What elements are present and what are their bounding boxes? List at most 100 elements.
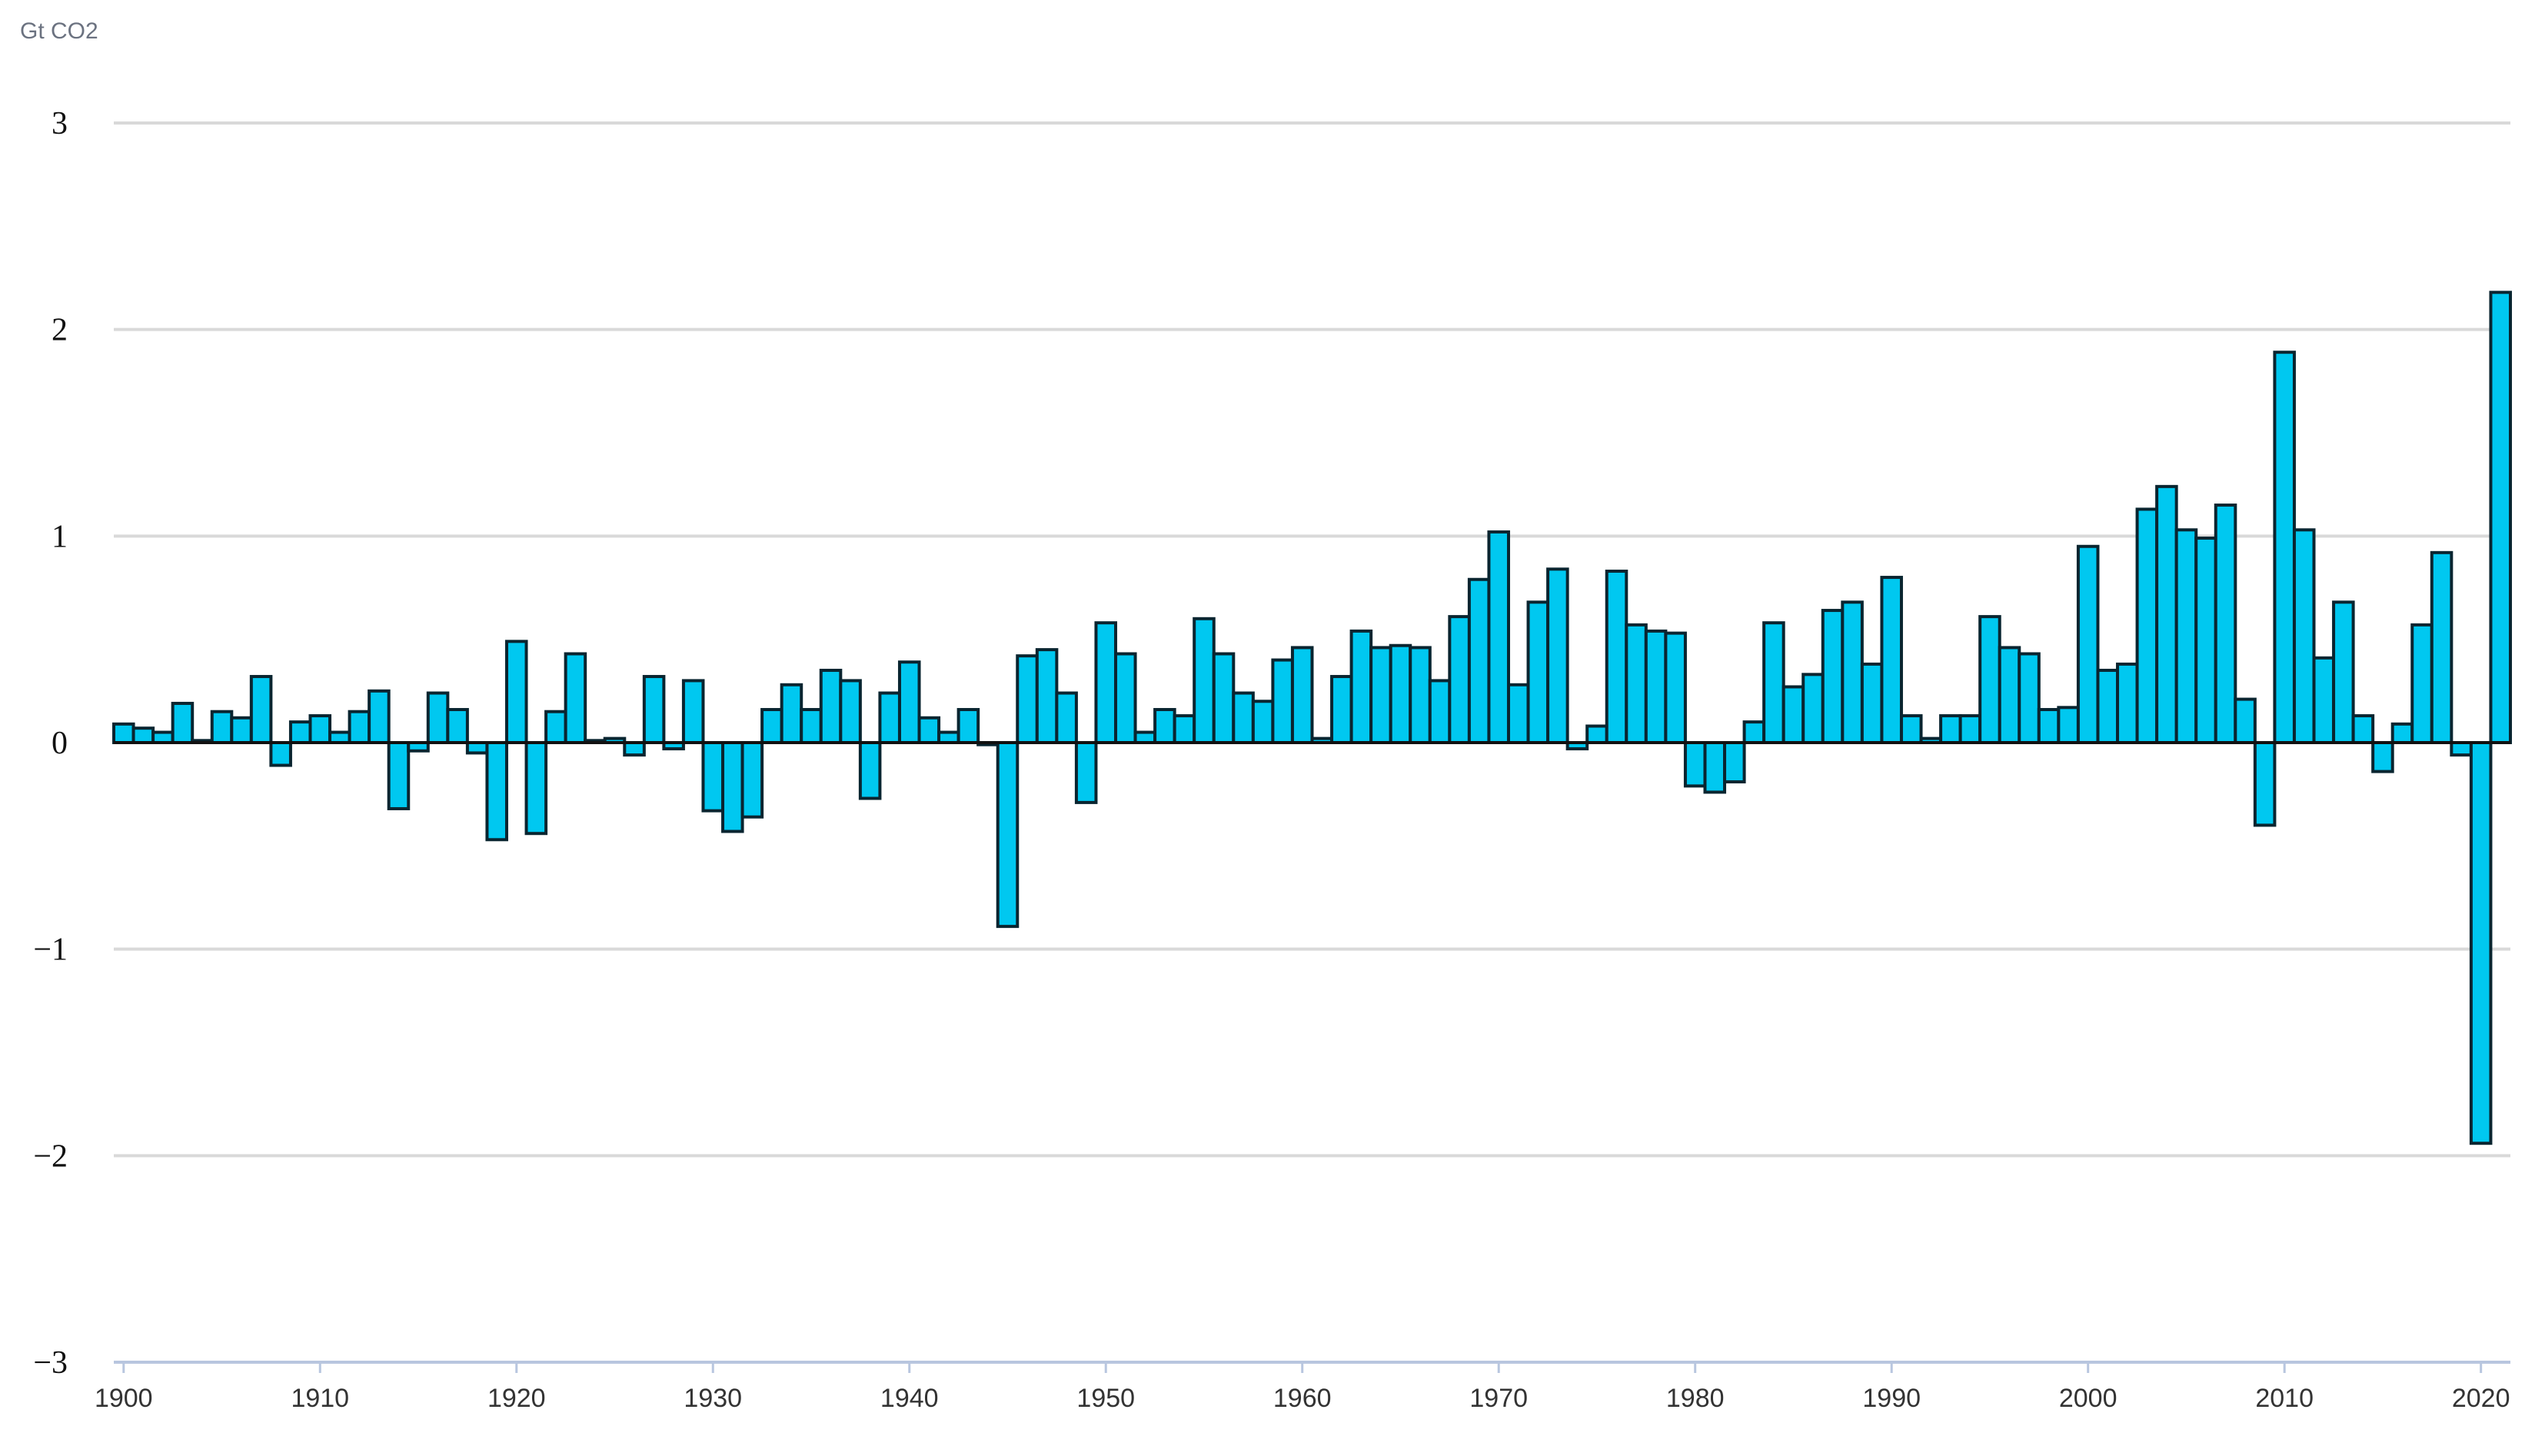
y-tick-label: −3: [33, 1345, 68, 1381]
bar: [1409, 646, 1432, 744]
bar: [1762, 621, 1785, 744]
x-tick-label: 1910: [291, 1384, 349, 1413]
x-tick-label: 1970: [1469, 1384, 1528, 1413]
bar: [465, 741, 489, 755]
x-tick-label: 1980: [1666, 1384, 1725, 1413]
bar: [2292, 528, 2316, 744]
bar: [1173, 714, 1196, 744]
bar: [858, 741, 882, 800]
bar: [2489, 291, 2513, 745]
bar: [230, 716, 253, 745]
bar: [1506, 683, 1530, 744]
bar: [1074, 741, 1098, 804]
x-tick-label: 1930: [684, 1384, 742, 1413]
bar: [2214, 504, 2237, 744]
bar: [1193, 617, 1216, 744]
bar: [956, 708, 980, 744]
bar: [1742, 720, 1766, 745]
bar: [1448, 615, 1471, 745]
bar: [937, 730, 960, 744]
bar: [288, 720, 312, 745]
bar: [387, 741, 411, 810]
bar: [1290, 646, 1314, 744]
bar: [1271, 658, 1294, 744]
y-tick-label: 1: [52, 519, 68, 554]
x-tick-label: 2020: [2452, 1384, 2510, 1413]
y-tick-label: −2: [33, 1139, 68, 1174]
bar: [1212, 652, 1236, 744]
bar: [897, 660, 921, 744]
x-tick-label: 2000: [2059, 1384, 2117, 1413]
bar: [2469, 741, 2493, 1145]
bar: [819, 668, 843, 745]
bar: [1605, 570, 1628, 744]
bar: [328, 730, 351, 744]
bar: [210, 710, 234, 745]
bar: [760, 708, 783, 744]
bar: [721, 741, 744, 833]
bar: [1133, 730, 1157, 744]
bar: [642, 675, 666, 745]
bar: [780, 683, 803, 744]
bar: [2037, 708, 2061, 744]
bar: [1035, 648, 1059, 744]
bar: [1546, 567, 1569, 744]
bar: [1841, 600, 1864, 744]
y-tick-label: 3: [52, 106, 68, 141]
bar: [485, 741, 508, 842]
bar: [564, 652, 587, 744]
bar: [2312, 656, 2336, 745]
bar: [2076, 544, 2100, 744]
bar: [2116, 662, 2139, 745]
bar: [2253, 741, 2277, 827]
bar: [701, 741, 725, 813]
bar: [2135, 507, 2159, 744]
bar: [1585, 724, 1608, 744]
y-unit-label: Gt CO2: [20, 18, 98, 44]
bar: [1487, 530, 1510, 745]
bar: [1526, 600, 1550, 744]
bar: [1389, 643, 1412, 745]
bar: [2018, 652, 2041, 744]
bar: [1251, 700, 1275, 744]
bar: [1428, 679, 1452, 745]
bars: [112, 291, 2513, 1145]
bar: [1703, 741, 1727, 794]
x-axis-ticks: 1900 1910 1920 1930 1940 1950 1960 1970 1980 1990…: [95, 1362, 2510, 1413]
x-tick-label: 1990: [1862, 1384, 1921, 1413]
bar: [1683, 741, 1707, 788]
bar: [524, 741, 548, 836]
bar: [2273, 351, 2296, 744]
bar: [1094, 621, 1118, 744]
bar: [446, 708, 469, 744]
bar: [1467, 577, 1491, 745]
bar: [504, 640, 528, 744]
bar: [2194, 537, 2217, 745]
bar: [740, 741, 764, 819]
bar: [2351, 714, 2375, 744]
bar: [1153, 708, 1176, 744]
bar: [2332, 600, 2355, 744]
bar: [2430, 550, 2453, 744]
bar: [1664, 631, 1687, 745]
bar: [2410, 623, 2434, 744]
bar: [1644, 629, 1668, 744]
bar: [1114, 652, 1137, 744]
bar: [2390, 722, 2414, 745]
bar: [348, 710, 371, 745]
bar: [2096, 668, 2120, 745]
x-tick-label: 1940: [880, 1384, 939, 1413]
bar: [1899, 714, 1923, 744]
bar: [1801, 673, 1825, 745]
x-tick-label: 2010: [2255, 1384, 2314, 1413]
bar: [2450, 741, 2473, 757]
bar: [1781, 685, 1805, 745]
bar: [1369, 646, 1392, 744]
bar: [1723, 741, 1746, 784]
x-tick-label: 1920: [487, 1384, 546, 1413]
bar: [269, 741, 292, 767]
bar: [1625, 623, 1648, 744]
bar: [368, 689, 391, 744]
bar: [1821, 609, 1845, 745]
